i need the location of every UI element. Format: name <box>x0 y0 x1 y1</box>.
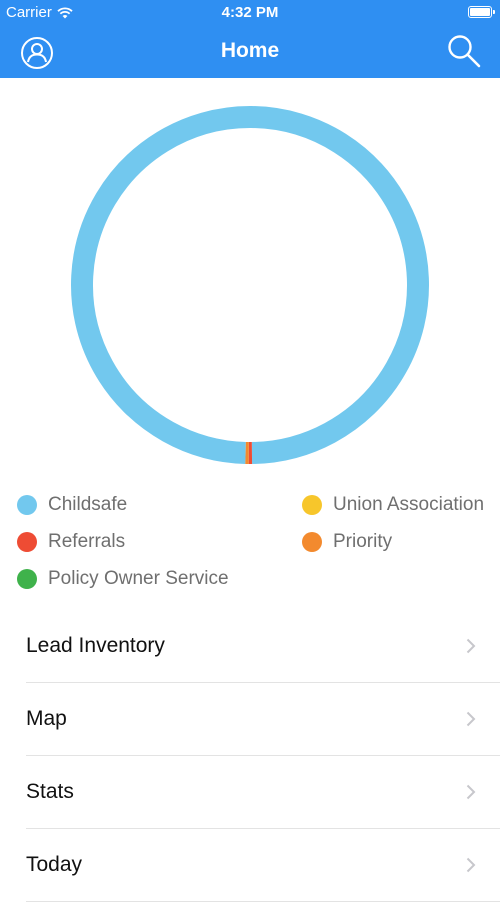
legend-dot <box>17 569 37 589</box>
legend-label: Childsafe <box>48 494 127 516</box>
menu-item-lead-inventory[interactable]: Lead Inventory <box>26 610 500 683</box>
menu-item-label: Today <box>26 853 82 877</box>
menu-item-label: Map <box>26 707 67 731</box>
menu-item-label: Stats <box>26 780 74 804</box>
navigation-bar: Home <box>0 26 500 78</box>
donut-slice-childsafe <box>82 117 418 453</box>
menu-item-today[interactable]: Today <box>26 829 500 902</box>
legend-item-priority: Priority <box>302 531 392 553</box>
menu-item-stats[interactable]: Stats <box>26 756 500 829</box>
legend-label: Priority <box>333 531 392 553</box>
chevron-right-icon <box>466 857 476 873</box>
legend-item-childsafe: Childsafe <box>17 494 127 516</box>
legend-dot <box>17 495 37 515</box>
page-title: Home <box>0 39 500 63</box>
legend-dot <box>17 532 37 552</box>
donut-chart <box>0 90 500 470</box>
clock: 4:32 PM <box>0 4 500 21</box>
chevron-right-icon <box>466 638 476 654</box>
legend-dot <box>302 532 322 552</box>
status-bar: Carrier 4:32 PM <box>0 0 500 26</box>
legend-label: Referrals <box>48 531 125 553</box>
legend-label: Policy Owner Service <box>48 568 229 590</box>
chart-legend: Childsafe Union Association Referrals Pr… <box>0 490 500 600</box>
battery-icon <box>468 6 492 18</box>
legend-item-policy-owner-service: Policy Owner Service <box>17 568 229 590</box>
chevron-right-icon <box>466 784 476 800</box>
menu-list: Lead Inventory Map Stats Today <box>0 610 500 902</box>
legend-dot <box>302 495 322 515</box>
menu-item-label: Lead Inventory <box>26 634 165 658</box>
legend-item-union-association: Union Association <box>302 494 484 516</box>
chevron-right-icon <box>466 711 476 727</box>
donut-chart-svg <box>0 90 500 470</box>
legend-item-referrals: Referrals <box>17 531 125 553</box>
legend-label: Union Association <box>333 494 484 516</box>
search-icon[interactable] <box>446 33 482 69</box>
menu-item-map[interactable]: Map <box>26 683 500 756</box>
